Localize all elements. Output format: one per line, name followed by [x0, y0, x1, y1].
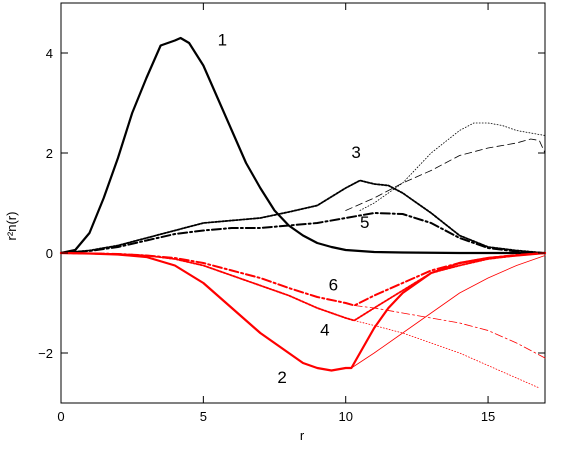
x-tick-label: 10: [338, 409, 352, 424]
curve-extension-10: [353, 320, 540, 389]
curve-1: [59, 36, 547, 255]
curve-label-2: 2: [277, 368, 286, 387]
x-tick-label: 0: [57, 409, 64, 424]
curve-extension-9: [353, 305, 546, 359]
x-tick-label: 15: [481, 409, 495, 424]
curve-3: [60, 179, 546, 254]
y-axis-label: r²n(r): [4, 212, 19, 241]
curve-label-3: 3: [351, 143, 360, 162]
curve-6: [60, 252, 546, 307]
curve-extension-3: [359, 122, 546, 211]
plot-frame: [60, 2, 546, 404]
x-tick-label: 5: [200, 409, 207, 424]
curve-extension-4: [345, 138, 546, 211]
y-tick-label: −2: [38, 346, 53, 361]
curve-label-6: 6: [329, 276, 338, 295]
curve-extension-8: [351, 255, 546, 369]
y-tick-label: 4: [46, 46, 53, 61]
plot-area: [60, 2, 546, 404]
curve-5: [60, 212, 546, 254]
curve-label-5: 5: [360, 213, 369, 232]
y-tick-label: 0: [46, 246, 53, 261]
y-tick-label: 2: [46, 146, 53, 161]
curve-label-4: 4: [320, 321, 329, 340]
x-axis-label: r: [300, 428, 305, 443]
curve-label-1: 1: [218, 31, 227, 50]
curve-labels-group: 1 3 5 2 4 6: [218, 31, 370, 388]
curve-4: [60, 252, 546, 322]
curves-group: [59, 36, 547, 389]
curve-2: [59, 251, 547, 372]
